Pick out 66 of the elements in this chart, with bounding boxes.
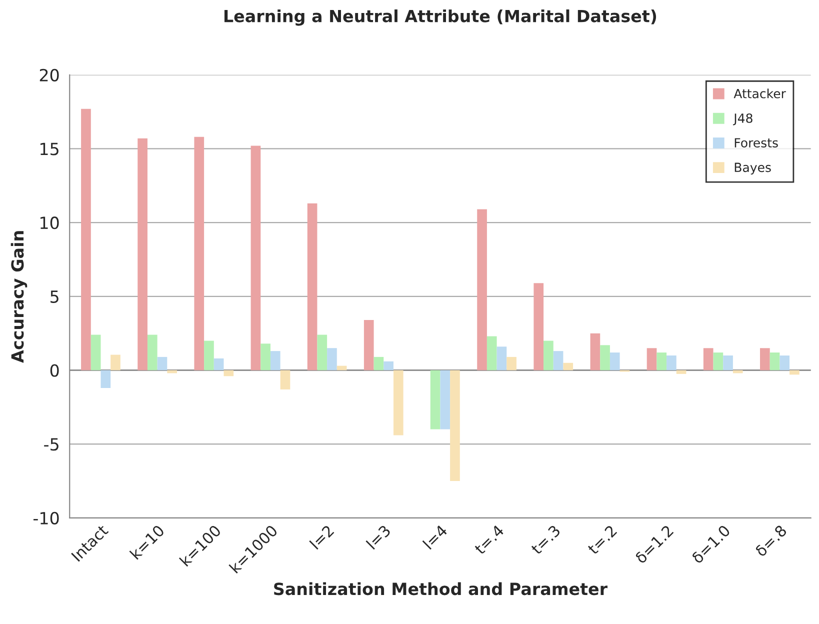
bar (486, 336, 497, 370)
bar (90, 334, 101, 370)
bar (450, 370, 460, 481)
bar (590, 333, 600, 370)
x-axis-title: Sanitization Method and Parameter (274, 582, 608, 596)
y-tick-label: 10 (40, 216, 59, 230)
bar (167, 370, 177, 374)
bar (676, 370, 686, 374)
bar (260, 344, 270, 370)
y-tick-label: 15 (40, 142, 58, 156)
bar (224, 370, 234, 376)
bar (600, 345, 610, 370)
bar (214, 358, 224, 370)
bar (477, 209, 487, 370)
bar (732, 370, 743, 374)
y-tick-label: -5 (44, 438, 58, 451)
legend-label: Attacker (734, 88, 786, 98)
bar (430, 370, 440, 430)
bar (393, 370, 404, 436)
bar (307, 203, 318, 370)
bar (204, 340, 214, 370)
bar (138, 138, 148, 370)
bar (656, 352, 667, 370)
y-tick-label: 0 (50, 364, 59, 377)
bar (364, 320, 374, 370)
bar (544, 340, 554, 370)
y-tick-label: -10 (33, 512, 59, 524)
bar (780, 355, 790, 370)
legend-label: Forests (734, 138, 778, 148)
bar (110, 354, 120, 370)
y-tick-label: 20 (40, 68, 59, 82)
bar (506, 356, 516, 370)
bar (100, 370, 111, 388)
bar (280, 370, 290, 390)
legend-label: J48 (733, 113, 752, 126)
bar (553, 351, 564, 370)
bar (194, 136, 204, 370)
bar (327, 348, 337, 370)
bar (534, 283, 544, 370)
x-tick-label: l=4 (422, 524, 448, 550)
bar (250, 146, 261, 370)
y-tick-label: 5 (50, 290, 58, 303)
x-tick-label: l=3 (366, 524, 392, 550)
bar (496, 346, 507, 370)
legend-label: Bayes (734, 162, 771, 175)
bar (770, 352, 780, 370)
bar (147, 334, 158, 370)
bar (610, 352, 620, 370)
bar (317, 334, 328, 370)
bar (81, 108, 91, 370)
x-tick-label: l=2 (309, 524, 334, 550)
bar (646, 348, 657, 370)
bar (713, 352, 724, 370)
bar (760, 348, 770, 370)
bar (703, 348, 714, 370)
bar (440, 370, 450, 430)
bar (270, 351, 280, 370)
bar (790, 370, 800, 375)
bar (157, 356, 168, 370)
chart-title: Learning a Neutral Attribute (Marital Dataset) (224, 9, 656, 26)
bar (374, 356, 384, 370)
bar (384, 361, 394, 370)
bar (563, 362, 574, 370)
bar (723, 355, 733, 370)
bar (666, 355, 676, 370)
y-axis-title: Accuracy Gain (10, 231, 28, 363)
